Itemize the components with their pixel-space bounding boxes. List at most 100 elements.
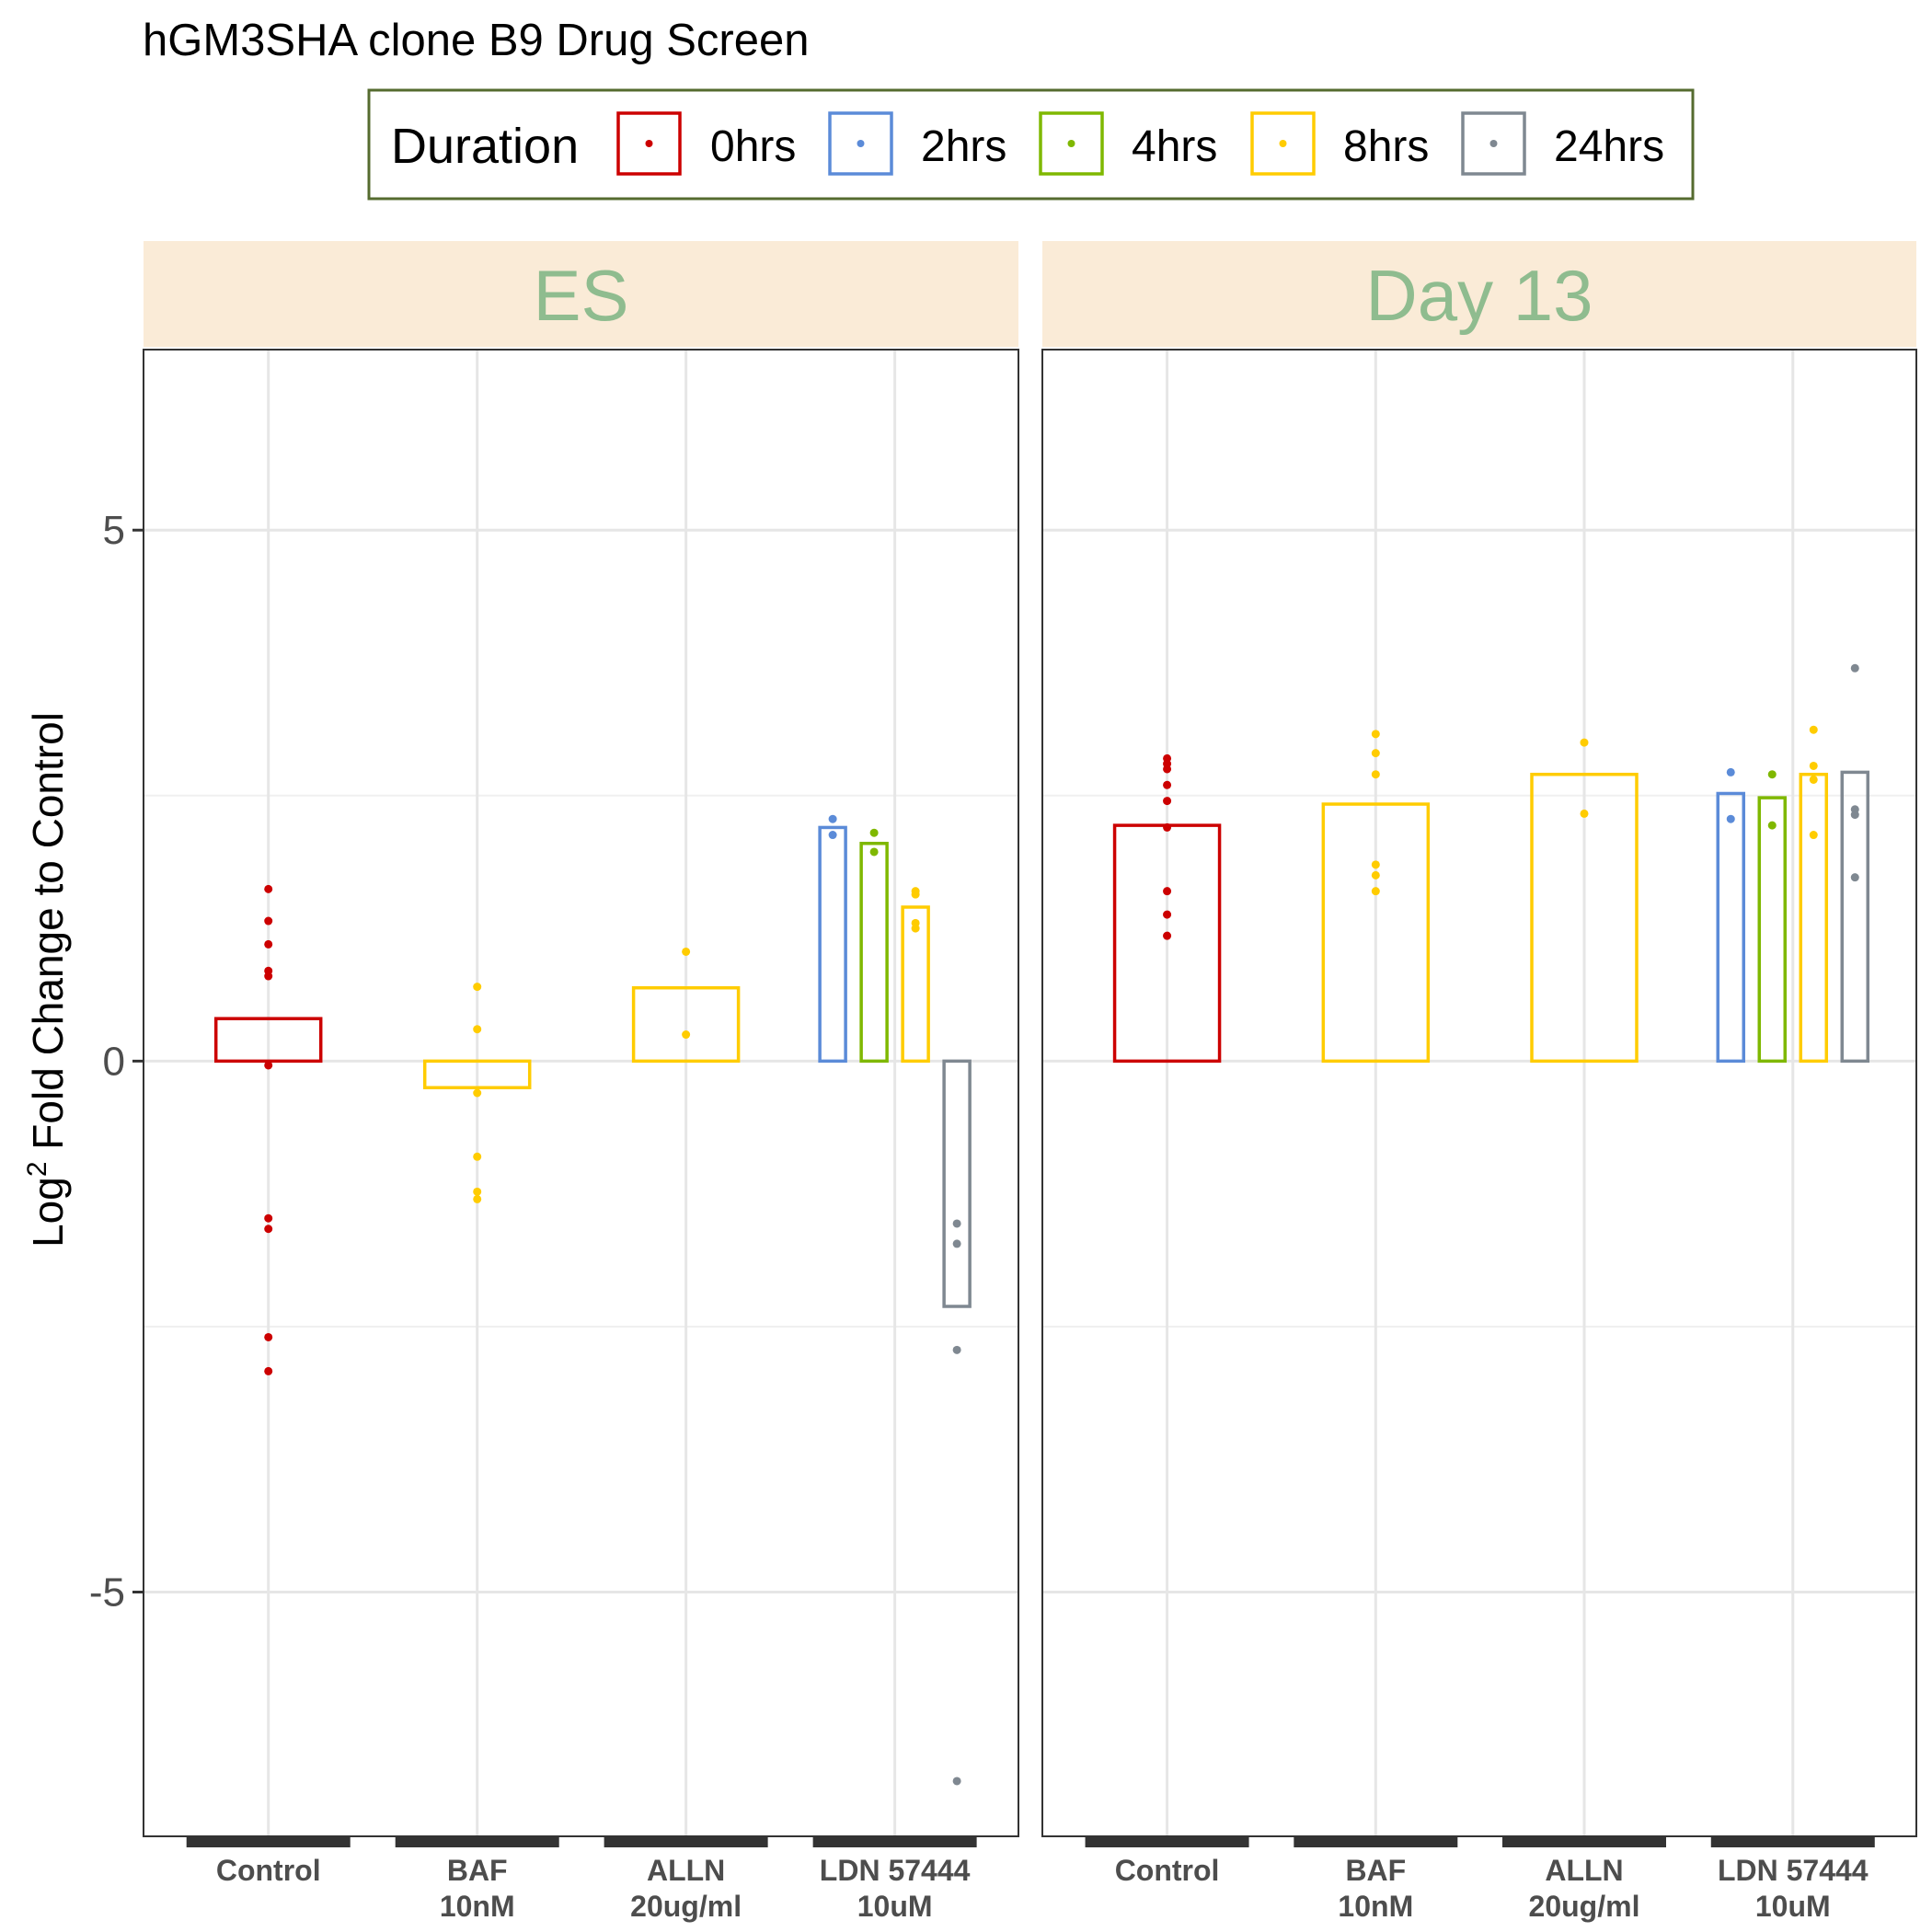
- point-0-4-0: [869, 828, 879, 837]
- point-1-1-5: [1371, 887, 1380, 896]
- point-1-3-1: [1726, 814, 1735, 823]
- point-0-0-4: [264, 972, 273, 981]
- x-tick-label-1-1: BAF 10nM: [1338, 1854, 1413, 1923]
- bar-es-3-24hrs: [942, 1059, 972, 1308]
- legend-keys: 0hrs 2hrs 4hrs 8hrs 24hrs: [616, 111, 1664, 176]
- point-1-5-1: [1809, 761, 1818, 770]
- point-1-6-0: [1850, 663, 1859, 673]
- x-tick-label-1-3: LDN 57444 10uM: [1718, 1854, 1869, 1923]
- point-0-3-0: [828, 814, 837, 823]
- x-tick-label-line: BAF: [447, 1854, 508, 1887]
- bar-day-13-3-4hrs: [1757, 796, 1788, 1064]
- panel-border-0: [143, 349, 1019, 1837]
- point-0-0-7: [264, 1225, 273, 1234]
- legend-label-2hrs: 2hrs: [921, 122, 1006, 171]
- point-0-0-9: [264, 1366, 273, 1375]
- x-tick-label-line: Control: [1115, 1854, 1220, 1887]
- bar-day-13-3-8hrs: [1799, 772, 1829, 1064]
- x-tick-label-line: ALLN: [647, 1854, 725, 1887]
- x-tick-label-0-3: LDN 57444 10uM: [820, 1854, 971, 1923]
- point-0-6-0: [952, 1219, 961, 1228]
- point-1-2-1: [1580, 809, 1589, 818]
- point-1-0-4: [1163, 797, 1172, 806]
- x-tick-label-line: 10uM: [857, 1890, 933, 1923]
- point-1-0-6: [1163, 887, 1172, 896]
- bar-day-13-3-2hrs: [1716, 791, 1746, 1064]
- point-0-6-3: [952, 1777, 961, 1786]
- point-0-1-0: [473, 983, 482, 992]
- point-1-1-3: [1371, 860, 1380, 869]
- plot-bg-1: [1042, 350, 1916, 1836]
- x-tick-label-1-0: Control: [1115, 1854, 1220, 1887]
- legend-label-24hrs: 24hrs: [1554, 122, 1664, 171]
- x-tick-label-1-2: ALLN 20ug/ml: [1529, 1854, 1640, 1923]
- point-1-5-0: [1809, 725, 1818, 734]
- point-0-6-1: [952, 1239, 961, 1248]
- x-tick-1-2: [1502, 1836, 1666, 1847]
- x-tick-label-line: BAF: [1345, 1854, 1406, 1887]
- legend-key-dot-4hrs: [1067, 140, 1075, 147]
- point-0-0-5: [264, 1061, 273, 1070]
- y-axis-title-base: Log: [24, 1177, 72, 1248]
- strip-1: [1042, 241, 1916, 347]
- bar-es-0-0hrs: [213, 1017, 323, 1064]
- x-tick-0-0: [186, 1836, 351, 1847]
- bar-es-2-8hrs: [631, 985, 741, 1064]
- point-0-0-2: [264, 939, 273, 949]
- bar-day-13-1-8hrs: [1321, 802, 1431, 1064]
- y-axis-label: Log2 Fold Change to Control: [22, 712, 72, 1248]
- y-tick-label-2: -5: [89, 1570, 125, 1616]
- point-0-1-4: [473, 1187, 482, 1196]
- x-tick-0-3: [812, 1836, 977, 1847]
- x-tick-label-line: 20ug/ml: [630, 1890, 742, 1923]
- point-1-0-2: [1163, 765, 1172, 774]
- chart-title: hGM3SHA clone B9 Drug Screen: [143, 16, 809, 65]
- x-tick-label-line: 20ug/ml: [1529, 1890, 1640, 1923]
- x-tick-label-line: 10nM: [440, 1890, 515, 1923]
- x-tick-label-line: LDN 57444: [1718, 1854, 1869, 1887]
- y-axis-title-sup: 2: [22, 1161, 52, 1177]
- point-1-0-5: [1163, 822, 1172, 832]
- legend-label-0hrs: 0hrs: [710, 122, 796, 171]
- point-1-5-3: [1809, 831, 1818, 840]
- y-axis-title-rest: Fold Change to Control: [24, 712, 72, 1161]
- point-1-1-1: [1371, 749, 1380, 758]
- x-tick-0-1: [395, 1836, 559, 1847]
- strip-label-0: ES: [533, 255, 628, 336]
- point-1-6-2: [1850, 811, 1859, 820]
- x-tick-label-0-0: Control: [216, 1854, 321, 1887]
- legend-label-8hrs: 8hrs: [1343, 122, 1429, 171]
- x-tick-label-line: 10uM: [1755, 1890, 1831, 1923]
- point-0-5-1: [911, 890, 920, 899]
- plot-bg-0: [144, 350, 1018, 1836]
- x-tick-label-line: 10nM: [1338, 1890, 1413, 1923]
- point-1-2-0: [1580, 738, 1589, 747]
- point-0-0-6: [264, 1213, 273, 1223]
- point-1-6-3: [1850, 873, 1859, 882]
- x-tick-1-1: [1294, 1836, 1458, 1847]
- bar-es-3-4hrs: [859, 841, 889, 1064]
- panel-0: ES Control BAF 10nM ALLN 20ug/ml LDN 57444 10uM: [143, 241, 1019, 1923]
- legend-key-dot-8hrs: [1279, 140, 1287, 147]
- point-0-4-1: [869, 847, 879, 857]
- point-0-0-8: [264, 1332, 273, 1341]
- x-tick-label-line: ALLN: [1545, 1854, 1623, 1887]
- point-0-2-1: [682, 1030, 691, 1040]
- point-1-1-4: [1371, 870, 1380, 880]
- y-axis-title: Log2 Fold Change to Control: [22, 712, 72, 1248]
- x-tick-label-line: LDN 57444: [820, 1854, 971, 1887]
- point-0-6-2: [952, 1345, 961, 1354]
- legend-label-4hrs: 4hrs: [1132, 122, 1217, 171]
- x-tick-1-0: [1085, 1836, 1249, 1847]
- y-tick-label-0: 5: [103, 508, 125, 553]
- point-1-3-0: [1726, 767, 1735, 776]
- y-tick-label-1: 0: [103, 1039, 125, 1084]
- bar-day-13-2-8hrs: [1530, 772, 1639, 1064]
- bar-day-13-3-24hrs: [1840, 770, 1870, 1064]
- x-tick-label-0-1: BAF 10nM: [440, 1854, 515, 1923]
- panel-1: Day 13 Control BAF 10nM ALLN 20ug/ml LDN 57444…: [1041, 241, 1917, 1923]
- x-tick-label-0-2: ALLN 20ug/ml: [630, 1854, 742, 1923]
